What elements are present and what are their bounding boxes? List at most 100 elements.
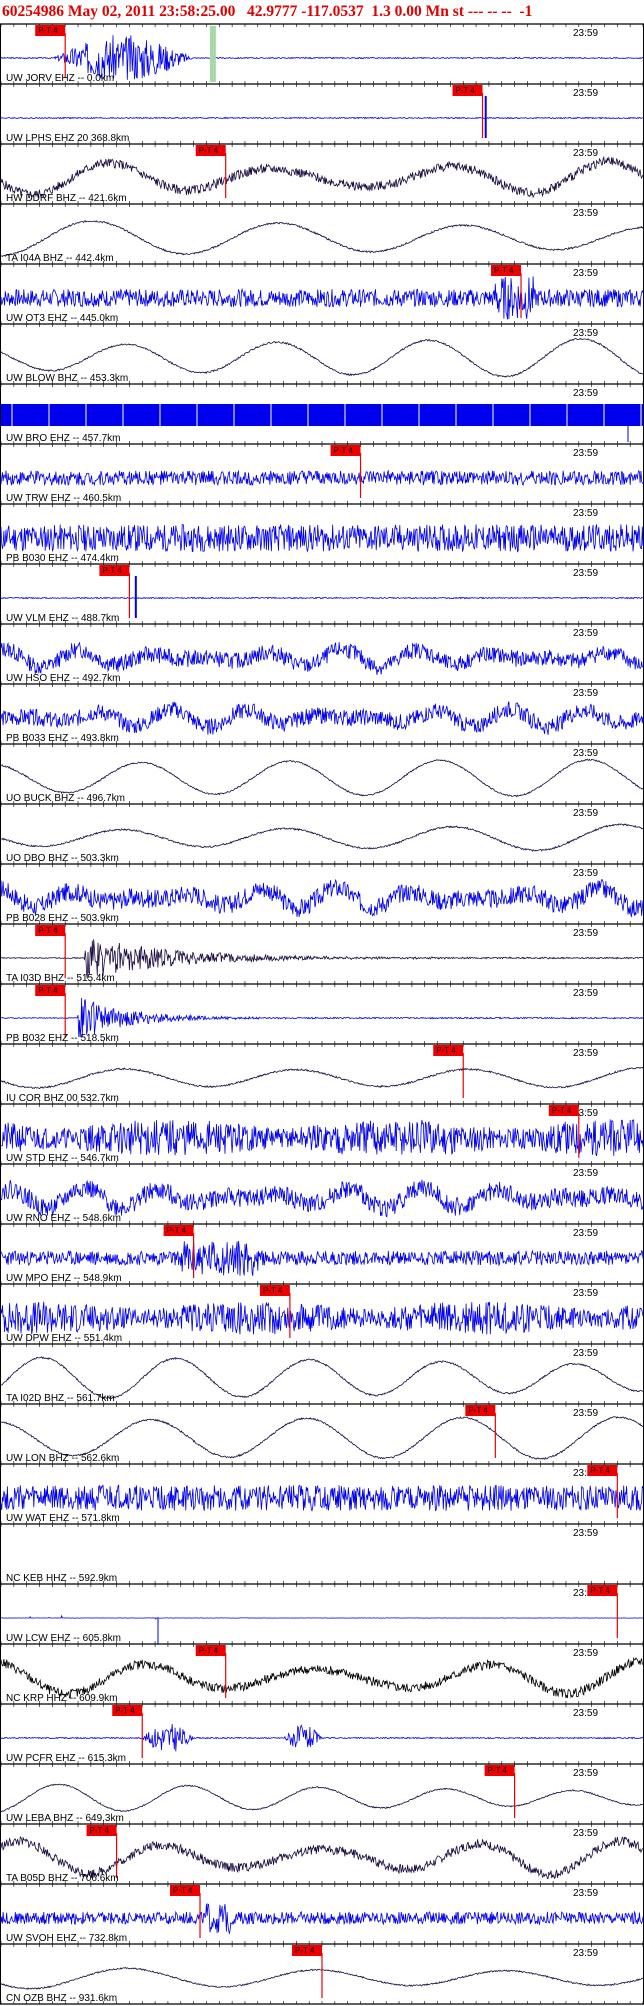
pick-box xyxy=(35,925,66,936)
waveform xyxy=(0,1903,644,1935)
trace-panel: 23:59 UW BRO EHZ -- 457.7km xyxy=(0,383,644,444)
pick-box xyxy=(35,985,66,996)
time-label: 23:59 xyxy=(573,928,598,939)
pick-label: P-T 4 xyxy=(173,1886,193,1895)
waveform xyxy=(0,1783,644,1813)
pick-label: P-T 4 xyxy=(552,1106,572,1115)
trace-panel: 23:59 P-T 4 HW DDRF BHZ -- 421.6km xyxy=(0,143,644,204)
time-label: 23:59 xyxy=(573,1888,598,1899)
pick-label: P-T 4 xyxy=(468,1406,488,1415)
pick-box xyxy=(484,1765,515,1776)
event-lat: 42.9777 xyxy=(246,3,298,20)
pick-label: P-T 4 xyxy=(263,1286,283,1295)
waveform xyxy=(0,1301,644,1335)
pick-label: P-T 4 xyxy=(436,1046,456,1055)
event-id: 60254986 xyxy=(2,3,64,20)
trace-panel: 23:59 P-T 4 UW LEBA BHZ -- 649.3km xyxy=(0,1763,644,1824)
time-label: 23:59 xyxy=(573,448,598,459)
station-label: PB B033 EHZ -- 493.8km xyxy=(6,733,119,744)
waveform xyxy=(0,220,644,258)
waveform xyxy=(0,35,644,80)
pick-box xyxy=(112,1705,143,1716)
time-label: 23:59 xyxy=(573,1168,598,1179)
time-label: 23:59 xyxy=(573,328,598,339)
pick-box xyxy=(195,145,226,156)
trace-panel: 23:59 P-T 4 UW JORV EHZ -- 0.0km xyxy=(0,23,644,84)
pick-box xyxy=(195,1645,226,1656)
station-label: TA I04A BHZ -- 442.4km xyxy=(6,253,114,264)
station-label: UW HSO EHZ -- 492.7km xyxy=(6,673,120,684)
trace-panel: 23:59 P-T 4 UW OT3 EHZ -- 445.0km xyxy=(0,263,644,324)
time-label: 23:59 xyxy=(573,628,598,639)
time-label: 23:59 xyxy=(573,268,598,279)
time-label: 23:59 xyxy=(573,388,598,399)
station-label: UW PCFR EHZ -- 615.3km xyxy=(6,1753,126,1764)
pick-box xyxy=(86,1825,117,1836)
waveform xyxy=(0,337,643,378)
trace-panel: 23:59P-T 4 UW STD EHZ -- 546.7km xyxy=(0,1103,644,1164)
station-label: UW JORV EHZ -- 0.0km xyxy=(6,73,114,84)
waveform xyxy=(0,276,644,320)
waveform xyxy=(0,641,643,675)
time-label: 23:59 xyxy=(573,1768,598,1779)
pick-box xyxy=(163,1225,194,1236)
time-label: 23:59 xyxy=(573,1048,598,1059)
pick-label: P-T 4 xyxy=(590,1466,610,1475)
pick-label: P-T 4 xyxy=(90,1826,110,1835)
trace-panel: 23:59 UO DBO BHZ -- 503.3km xyxy=(0,803,644,864)
trace-panel: 23:59 NC KEB HHZ -- 592.9km xyxy=(0,1523,644,1584)
pick-box xyxy=(170,1885,201,1896)
time-label: 23:59 xyxy=(573,1948,598,1959)
waveform xyxy=(1,1614,644,1620)
station-label: UW SVOH EHZ -- 732.8km xyxy=(6,1933,127,1944)
time-label: 23:59 xyxy=(573,28,598,39)
trace-panel: 23:59 P-T 4 IU COR BHZ 00 532.7km xyxy=(0,1043,644,1104)
trace-panel: 23:59 P-T 4 UW SVOH EHZ -- 732.8km xyxy=(0,1883,644,1944)
event-dashes: --- -- -- xyxy=(467,3,512,20)
waveform xyxy=(0,1835,644,1880)
trace-panel: 23:59 PB B033 EHZ -- 493.8km xyxy=(0,683,644,744)
pick-box xyxy=(330,445,361,456)
time-label: 23:59 xyxy=(573,688,598,699)
station-label: TA I02D BHZ -- 561.7km xyxy=(6,1393,115,1404)
time-label: 23:59 xyxy=(573,988,598,999)
station-label: UO BUCK BHZ -- 496.7km xyxy=(6,793,125,804)
time-label: 23:59 xyxy=(573,148,598,159)
time-label: 23:59 xyxy=(573,1228,598,1239)
station-label: UW MPO EHZ -- 548.9km xyxy=(6,1273,122,1284)
pick-box xyxy=(99,565,130,576)
pick-label: P-T 4 xyxy=(488,1766,508,1775)
event-info: 1.3 0.00 Mn st xyxy=(371,3,464,20)
station-label: UW LCW EHZ -- 605.8km xyxy=(6,1633,121,1644)
time-label: 23:59 xyxy=(573,748,598,759)
waveform xyxy=(0,1484,644,1512)
time-label: 23:59 xyxy=(573,1468,598,1479)
time-label: 23:59 xyxy=(573,1348,598,1359)
waveform xyxy=(0,939,644,979)
pick-label: P-T 4 xyxy=(167,1226,187,1235)
station-label: NC KEB HHZ -- 592.9km xyxy=(6,1573,117,1584)
station-label: UW OT3 EHZ -- 445.0km xyxy=(6,313,118,324)
time-label: 23:59 xyxy=(573,1648,598,1659)
station-label: UW BRO EHZ -- 457.7km xyxy=(6,433,120,444)
station-label: UW VLM EHZ -- 488.7km xyxy=(6,613,119,624)
station-label: TA I03D BHZ -- 515.4km xyxy=(6,973,115,984)
station-label: TA B05D BHZ -- 706.6km xyxy=(6,1873,119,1884)
trace-panel: 23:59 P-T 4 UW MPO EHZ -- 548.9km xyxy=(0,1223,644,1284)
pick-label: P-T 4 xyxy=(102,566,122,575)
station-label: UW RNO EHZ -- 548.6km xyxy=(6,1213,121,1224)
pick-box xyxy=(548,1105,579,1116)
pick-box xyxy=(35,25,66,36)
pick-label: P-T 4 xyxy=(295,1946,315,1955)
station-label: CN OZB BHZ -- 931.6km xyxy=(6,1993,117,2004)
time-label: 23:59 xyxy=(573,1528,598,1539)
trace-panel: 23:59 P-T 4 UW TRW EHZ -- 460.5km xyxy=(0,443,644,504)
station-label: UW LON BHZ -- 562.6km xyxy=(6,1453,119,1464)
pick-box xyxy=(452,85,483,96)
waveform xyxy=(0,878,644,918)
pick-label: P-T 4 xyxy=(590,1586,610,1595)
station-label: UW BLOW BHZ -- 453.3km xyxy=(6,373,128,384)
trace-panel: 23:59 P-T 4 TA B05D BHZ -- 706.6km xyxy=(0,1823,644,1884)
pick-box xyxy=(587,1585,618,1596)
waveform xyxy=(1,404,643,426)
